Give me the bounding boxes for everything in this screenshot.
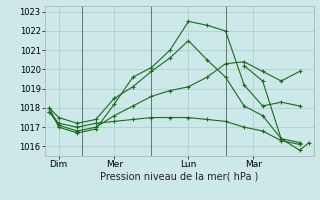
- X-axis label: Pression niveau de la mer( hPa ): Pression niveau de la mer( hPa ): [100, 172, 258, 182]
